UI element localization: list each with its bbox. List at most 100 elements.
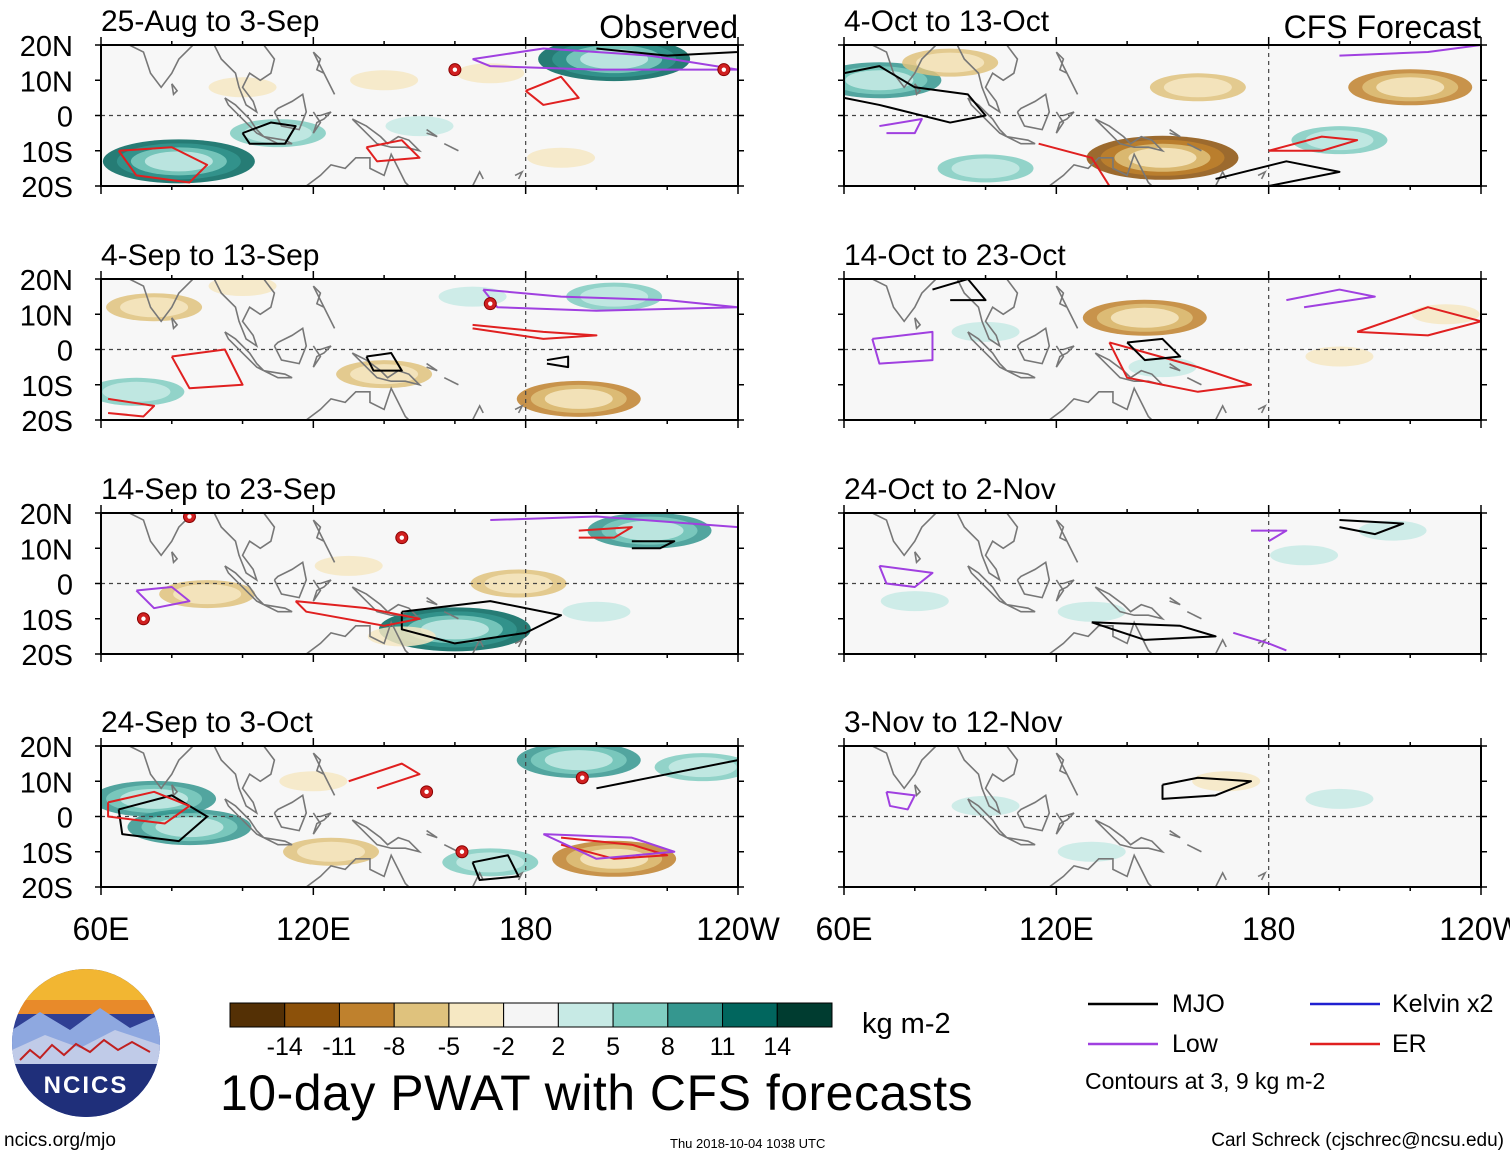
contour-mjo — [471, 854, 520, 881]
contour-mjo — [596, 45, 738, 57]
site-link[interactable]: ncics.org/mjo — [4, 1130, 116, 1151]
contour-mjo — [1126, 337, 1182, 362]
coastline — [426, 128, 438, 138]
panel-title: 4-Sep to 13-Sep — [101, 239, 319, 272]
coastline — [871, 513, 937, 557]
contour-low — [542, 833, 676, 860]
coastline — [1186, 376, 1202, 386]
coastline — [956, 513, 1019, 582]
lat-tick-label: 20N — [20, 31, 73, 63]
colorbar-tick-label: -8 — [383, 1033, 405, 1061]
coastline — [1006, 603, 1036, 613]
coastline — [273, 327, 308, 365]
coastline — [1035, 853, 1153, 887]
coastline — [426, 362, 438, 372]
coastline — [514, 170, 524, 180]
anomaly-patch — [350, 70, 419, 91]
anomaly-patch — [615, 520, 684, 541]
coastline — [1094, 586, 1166, 621]
anomaly-patch — [456, 852, 525, 873]
coastline — [213, 279, 276, 348]
coastline — [871, 45, 937, 89]
coastline — [871, 746, 937, 790]
anomaly-patch — [208, 279, 277, 297]
contour-low — [472, 47, 738, 71]
contour-mjo — [546, 355, 570, 369]
legend-label-kelvin: Kelvin x2 — [1392, 990, 1494, 1018]
lat-tick-label: 10N — [20, 534, 73, 566]
lon-tick-label: 120W — [696, 911, 780, 947]
anomaly-patch — [102, 381, 171, 402]
colorbar-swatch — [722, 1002, 778, 1028]
coastline — [1035, 152, 1153, 186]
coastline — [170, 551, 179, 565]
contour-low — [490, 515, 738, 529]
colorbar-swatch — [393, 1002, 450, 1028]
colorbar-swatch — [667, 1002, 724, 1028]
lat-tick-label: 10N — [20, 66, 73, 98]
contour-er — [294, 600, 421, 627]
anomaly-patch — [1192, 771, 1261, 792]
lon-tick-label: 120E — [276, 911, 351, 947]
coastline — [967, 565, 1008, 606]
contour-mjo — [1161, 776, 1252, 800]
colorbar-swatch — [448, 1002, 505, 1028]
colorbar-swatch — [503, 1002, 559, 1028]
cyclone-eye — [580, 775, 585, 780]
colorbar-swatch — [612, 1002, 669, 1028]
coastline — [1186, 843, 1202, 853]
coastline — [471, 404, 484, 420]
colorbar-tick-label: 5 — [606, 1033, 620, 1061]
coastline — [273, 561, 308, 599]
coastline — [170, 317, 179, 331]
coastline — [426, 596, 438, 606]
contour-mjo — [1339, 519, 1405, 536]
anomaly-patch — [1305, 130, 1374, 151]
colorbar-tick-label: -2 — [493, 1033, 515, 1061]
contour-low — [135, 586, 191, 610]
coastline — [312, 579, 332, 602]
contour-er — [525, 75, 580, 106]
coastline — [351, 819, 423, 854]
legend-label-er: ER — [1392, 1030, 1427, 1058]
lat-tick-label: 10S — [21, 838, 73, 870]
contour-er — [365, 139, 421, 163]
colorbar-tick-label: -11 — [322, 1033, 356, 1061]
contour-er — [1356, 306, 1481, 337]
map-panel: 14-Oct to 23-Oct — [838, 239, 1487, 428]
coastline — [443, 376, 459, 386]
lat-tick-label: 10N — [20, 767, 73, 799]
anomaly-patch — [420, 619, 489, 640]
lon-tick-label: 180 — [499, 911, 552, 947]
contour-er — [1038, 142, 1111, 186]
logo-text: NCICS — [44, 1072, 129, 1099]
anomaly-patch — [1128, 357, 1197, 378]
anomaly-patch — [144, 151, 213, 172]
anomaly-patch — [1376, 77, 1445, 98]
panel-title: 24-Oct to 2-Nov — [844, 473, 1056, 506]
contour-er — [107, 790, 191, 825]
coastline — [213, 513, 276, 582]
contour-er — [560, 836, 669, 860]
lat-tick-label: 10S — [21, 371, 73, 403]
coastline — [1055, 812, 1075, 835]
contour-low — [885, 790, 916, 811]
coastline — [1055, 519, 1079, 563]
column-label-forecast: CFS Forecast — [1284, 9, 1481, 45]
contour-low — [1339, 45, 1481, 57]
lat-tick-label: 20S — [21, 406, 73, 438]
lat-tick-label: 0 — [57, 102, 73, 134]
anomaly-patch — [1411, 304, 1480, 325]
map-panel: 24-Oct to 2-Nov — [838, 473, 1487, 662]
cyclone-eye — [721, 67, 727, 72]
contour-mjo — [631, 540, 676, 550]
panel-title: 3-Nov to 12-Nov — [844, 706, 1062, 739]
lat-tick-label: 0 — [57, 336, 73, 368]
coastline — [1186, 610, 1202, 620]
coastline — [1257, 871, 1267, 881]
coastline — [1016, 561, 1051, 599]
coastline — [351, 118, 423, 153]
